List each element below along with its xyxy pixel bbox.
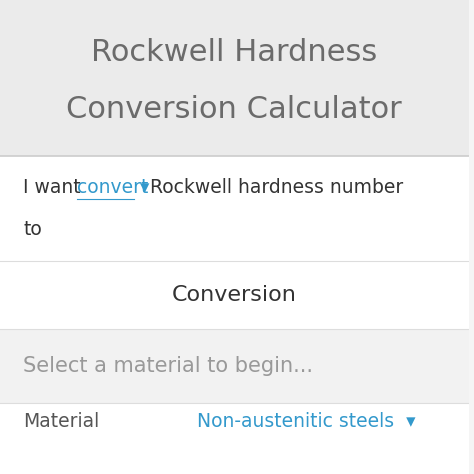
FancyBboxPatch shape	[0, 0, 469, 156]
FancyBboxPatch shape	[0, 156, 469, 261]
Text: Non-austenitic steels  ▾: Non-austenitic steels ▾	[197, 412, 415, 431]
Text: ▾: ▾	[134, 178, 149, 197]
FancyBboxPatch shape	[0, 329, 469, 403]
Text: convert: convert	[77, 178, 149, 197]
Text: Select a material to begin...: Select a material to begin...	[23, 356, 313, 376]
Text: I want: I want	[23, 178, 93, 197]
Text: Conversion Calculator: Conversion Calculator	[66, 94, 402, 124]
Text: Conversion: Conversion	[172, 285, 297, 305]
Text: Material: Material	[23, 412, 100, 431]
FancyBboxPatch shape	[0, 261, 469, 329]
FancyBboxPatch shape	[0, 403, 469, 474]
Text: to: to	[23, 220, 42, 239]
Text: Rockwell Hardness: Rockwell Hardness	[91, 37, 377, 67]
Text: Rockwell hardness number: Rockwell hardness number	[150, 178, 403, 197]
